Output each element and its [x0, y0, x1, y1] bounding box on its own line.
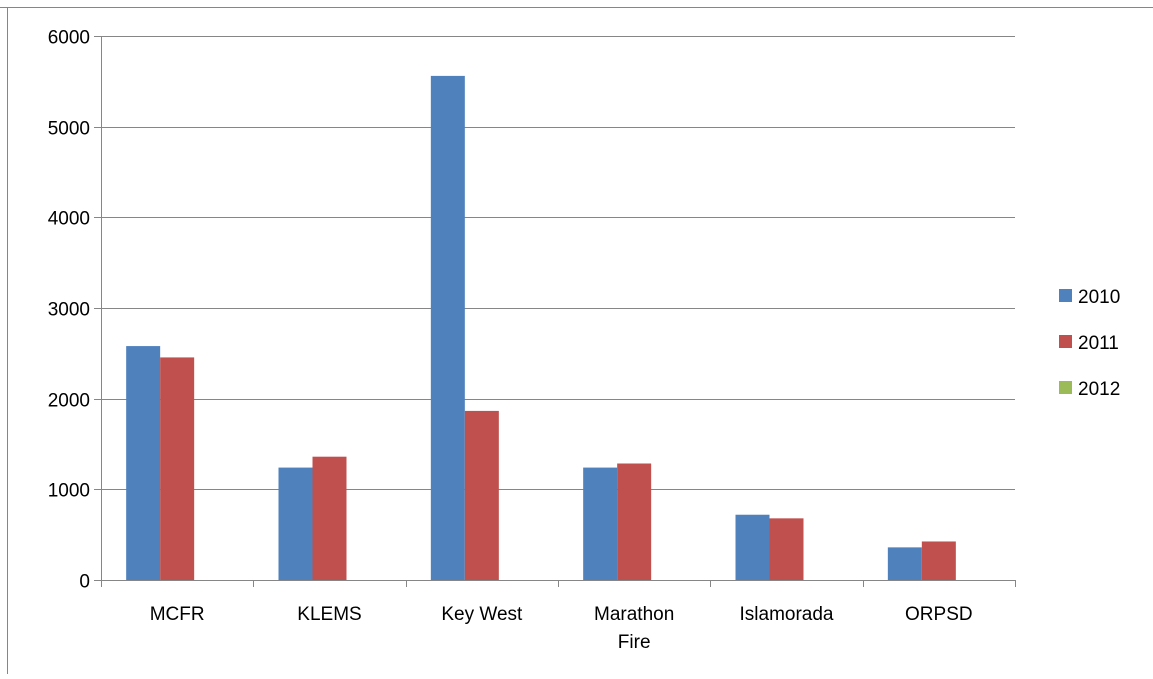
bar-2010-islamorada [735, 514, 770, 580]
gridlines [101, 36, 1015, 490]
x-category-label: ORPSD [905, 604, 973, 625]
x-category-label-line: Marathon [594, 604, 674, 625]
bar-2011-mcfr [160, 357, 195, 580]
y-tick-label: 4000 [48, 209, 90, 230]
x-category-label: Marathon Fire [594, 604, 674, 653]
y-tick-labels: 0 1000 2000 3000 4000 5000 6000 [48, 28, 90, 593]
y-tick-label: 5000 [48, 119, 90, 140]
x-category-label-line: Fire [618, 632, 651, 653]
x-category-label-line: ORPSD [905, 604, 973, 625]
bar-2010-key-west [430, 75, 465, 580]
x-category-label-line: KLEMS [297, 604, 361, 625]
x-category-label-line: MCFR [150, 604, 205, 625]
x-category-labels: MCFR KLEMS Key West Marathon Fire Islamorada O… [150, 604, 973, 653]
x-category-label: KLEMS [297, 604, 361, 625]
bar-2011-orpsd [921, 541, 956, 580]
y-tick-label: 3000 [48, 300, 90, 321]
bar-2010-orpsd [887, 547, 922, 580]
legend-swatch [1059, 335, 1072, 348]
y-tick-label: 0 [79, 572, 90, 593]
x-category-label-line: Islamorada [740, 604, 834, 625]
bar-2010-mcfr [126, 346, 161, 580]
x-category-label: MCFR [150, 604, 205, 625]
y-tick-label: 1000 [48, 481, 90, 502]
bar-2010-klems [278, 467, 313, 580]
legend-label: 2012 [1078, 379, 1120, 400]
x-category-label-line: Key West [441, 604, 523, 625]
legend-label: 2010 [1078, 287, 1120, 308]
x-category-label: Key West [441, 604, 523, 625]
bar-2011-klems [312, 456, 347, 580]
legend: 2010 2011 2012 [1059, 287, 1120, 400]
bar-2010-marathon-fire [583, 467, 618, 580]
legend-swatch [1059, 289, 1072, 302]
y-tick-label: 6000 [48, 28, 90, 49]
legend-label: 2011 [1078, 333, 1119, 354]
y-tick-label: 2000 [48, 391, 90, 412]
legend-swatch [1059, 381, 1072, 394]
bar-2011-marathon-fire [617, 463, 652, 580]
bars [126, 75, 956, 580]
x-category-label: Islamorada [740, 604, 834, 625]
axes [94, 36, 1016, 587]
bar-2011-key-west [464, 410, 499, 580]
bar-2011-islamorada [769, 518, 804, 580]
